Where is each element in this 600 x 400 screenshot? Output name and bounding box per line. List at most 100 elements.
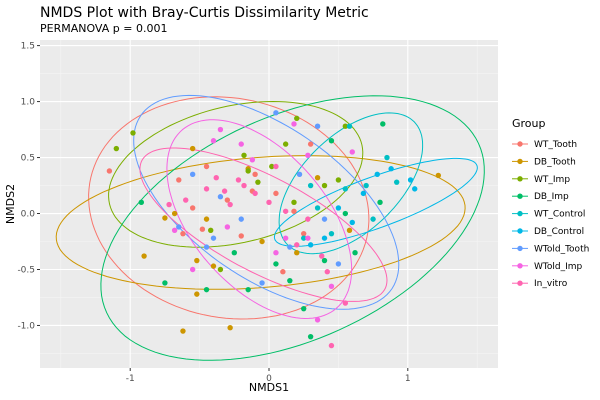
- point-WT_Tooth: [189, 205, 196, 211]
- point-DB_Tooth: [435, 172, 442, 179]
- point-In_vitro: [282, 208, 289, 214]
- point-WT_Imp: [241, 152, 247, 159]
- legend-key-point-DB_Control: [517, 228, 523, 234]
- point-WT_Imp: [217, 266, 224, 273]
- legend-label-WT_Tooth: WT_Tooth: [534, 140, 577, 150]
- point-DB_Tooth: [203, 216, 210, 222]
- point-WTold_Tooth: [238, 216, 244, 222]
- point-WT_Tooth: [106, 168, 113, 174]
- point-DB_Control: [412, 186, 418, 192]
- ellipse-DB_Tooth: [55, 155, 466, 290]
- point-DB_Imp: [287, 277, 293, 284]
- point-DB_Tooth: [259, 238, 265, 245]
- legend-key-point-DB_Tooth: [517, 158, 523, 165]
- ellipse-WT_Imp: [108, 100, 364, 248]
- confidence-ellipses: [55, 94, 485, 361]
- point-DB_Imp: [162, 280, 168, 286]
- point-WT_Control: [314, 205, 321, 211]
- point-DB_Imp: [321, 257, 328, 264]
- y-tick-label: 1.0: [21, 98, 36, 108]
- point-In_vitro: [183, 197, 189, 203]
- point-WTold_Tooth: [259, 280, 265, 286]
- point-In_vitro: [324, 269, 330, 275]
- point-WT_Imp: [282, 141, 289, 147]
- point-WT_Control: [342, 186, 349, 192]
- x-tick-label: 0: [266, 374, 272, 384]
- point-DB_Control: [321, 235, 328, 241]
- point-DB_Imp: [352, 249, 358, 256]
- point-DB_Imp: [273, 261, 279, 267]
- point-WT_Tooth: [176, 177, 182, 183]
- point-WT_Imp: [255, 179, 261, 185]
- legend-label-WT_Imp: WT_Imp: [534, 175, 570, 185]
- point-WT_Tooth: [180, 230, 186, 237]
- point-DB_Imp: [138, 199, 145, 206]
- point-WT_Tooth: [300, 230, 307, 237]
- point-WT_Tooth: [280, 269, 286, 275]
- point-WTold_Tooth: [217, 194, 224, 200]
- legend-label-DB_Control: DB_Control: [534, 227, 584, 237]
- point-WT_Control: [328, 230, 335, 237]
- point-DB_Imp: [307, 333, 314, 340]
- y-axis-title: NMDS2: [4, 184, 17, 224]
- point-DB_Tooth: [346, 227, 353, 234]
- legend-label-WTold_Imp: WTold_Imp: [534, 262, 583, 272]
- point-WTold_Tooth: [321, 216, 328, 222]
- legend-key-point-WTold_Tooth: [517, 245, 523, 252]
- point-WT_Control: [300, 235, 307, 241]
- grid-major-lines: [40, 40, 498, 368]
- point-WTold_Imp: [171, 227, 178, 234]
- point-WT_Tooth: [307, 141, 314, 147]
- point-WT_Imp: [245, 168, 251, 174]
- point-In_vitro: [213, 174, 219, 181]
- legend-key-point-WT_Imp: [517, 176, 523, 182]
- point-WTold_Tooth: [189, 171, 196, 178]
- point-In_vitro: [166, 201, 172, 208]
- legend-title: Group: [512, 117, 546, 130]
- point-WT_Tooth: [224, 197, 231, 203]
- point-WTold_Tooth: [314, 123, 321, 129]
- point-In_vitro: [305, 216, 311, 222]
- point-DB_Tooth: [162, 215, 168, 221]
- point-DB_Imp: [245, 286, 251, 293]
- y-tick-label: -1.0: [17, 321, 35, 331]
- point-WTold_Imp: [238, 141, 244, 147]
- chart-subtitle: PERMANOVA p = 0.001: [40, 22, 167, 35]
- point-WT_Control: [307, 182, 314, 189]
- point-DB_Imp: [377, 199, 383, 206]
- point-In_vitro: [227, 201, 233, 208]
- point-WT_Tooth: [199, 226, 206, 232]
- ellipse-DB_Control: [273, 157, 478, 247]
- point-In_vitro: [235, 177, 242, 183]
- point-DB_Imp: [203, 286, 210, 293]
- x-axis-ticks: -1 0 1: [126, 368, 411, 384]
- point-WT_Tooth: [238, 233, 244, 239]
- y-tick-label: 0.0: [21, 210, 36, 220]
- point-WT_Control: [346, 123, 353, 129]
- point-DB_Imp: [231, 249, 238, 256]
- point-WTold_Imp: [210, 138, 217, 144]
- ellipse-In_vitro: [139, 147, 388, 302]
- point-WTold_Imp: [189, 266, 196, 273]
- point-DB_Control: [360, 190, 367, 197]
- legend-key-point-DB_Imp: [517, 193, 523, 199]
- point-WT_Tooth: [273, 190, 279, 197]
- point-DB_Control: [335, 205, 342, 211]
- y-axis-ticks: -1.0 -0.5 0.0 0.5 1.0 1.5: [17, 42, 40, 331]
- point-WT_Imp: [294, 115, 300, 122]
- point-In_vitro: [342, 300, 349, 306]
- legend-label-DB_Tooth: DB_Tooth: [534, 157, 576, 167]
- point-In_vitro: [241, 182, 247, 189]
- point-WT_Tooth: [252, 171, 258, 178]
- ellipse-WTold_Tooth: [133, 94, 400, 310]
- point-DB_Tooth: [210, 263, 217, 269]
- chart-title: NMDS Plot with Bray-Curtis Dissimilarity…: [40, 5, 369, 21]
- point-WTold_Tooth: [176, 224, 182, 230]
- point-In_vitro: [266, 199, 272, 206]
- point-WT_Imp: [342, 123, 349, 129]
- point-WTold_Tooth: [287, 244, 293, 250]
- point-WT_Control: [370, 216, 376, 222]
- point-DB_Control: [307, 242, 314, 248]
- legend-label-WT_Control: WT_Control: [534, 210, 585, 220]
- point-WTold_Tooth: [335, 261, 342, 267]
